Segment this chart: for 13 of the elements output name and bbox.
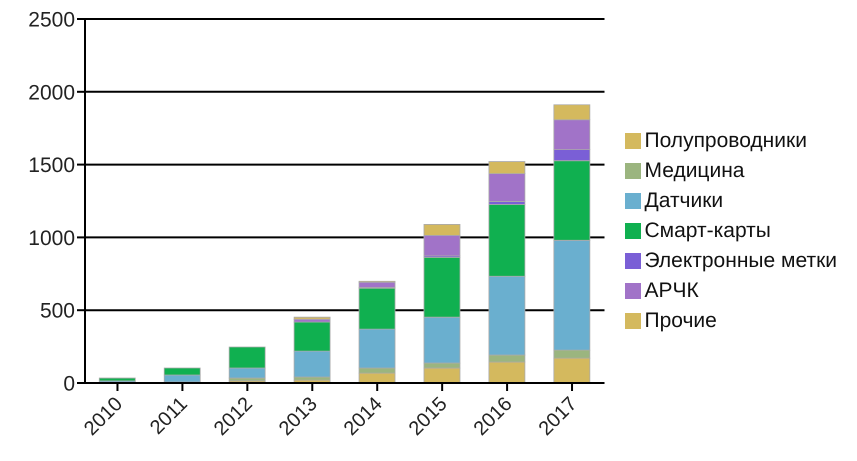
legend-label: АРЧК [644, 278, 699, 302]
legend-label: Медицина [644, 158, 744, 182]
y-tick-label: 2000 [28, 81, 75, 104]
y-tick-label: 1000 [28, 226, 75, 250]
y-tick-label: 500 [40, 300, 75, 323]
legend-label: Прочие [644, 308, 717, 332]
legend-label: Датчики [644, 188, 724, 212]
legend-label: Электронные метки [644, 248, 837, 272]
legend-label: Смарт-карты [644, 218, 771, 242]
y-tick-label: 0 [63, 372, 75, 396]
y-tick-label: 1500 [28, 154, 75, 178]
legend-label: Полупроводники [644, 128, 807, 152]
y-tick-label: 2500 [28, 8, 75, 32]
